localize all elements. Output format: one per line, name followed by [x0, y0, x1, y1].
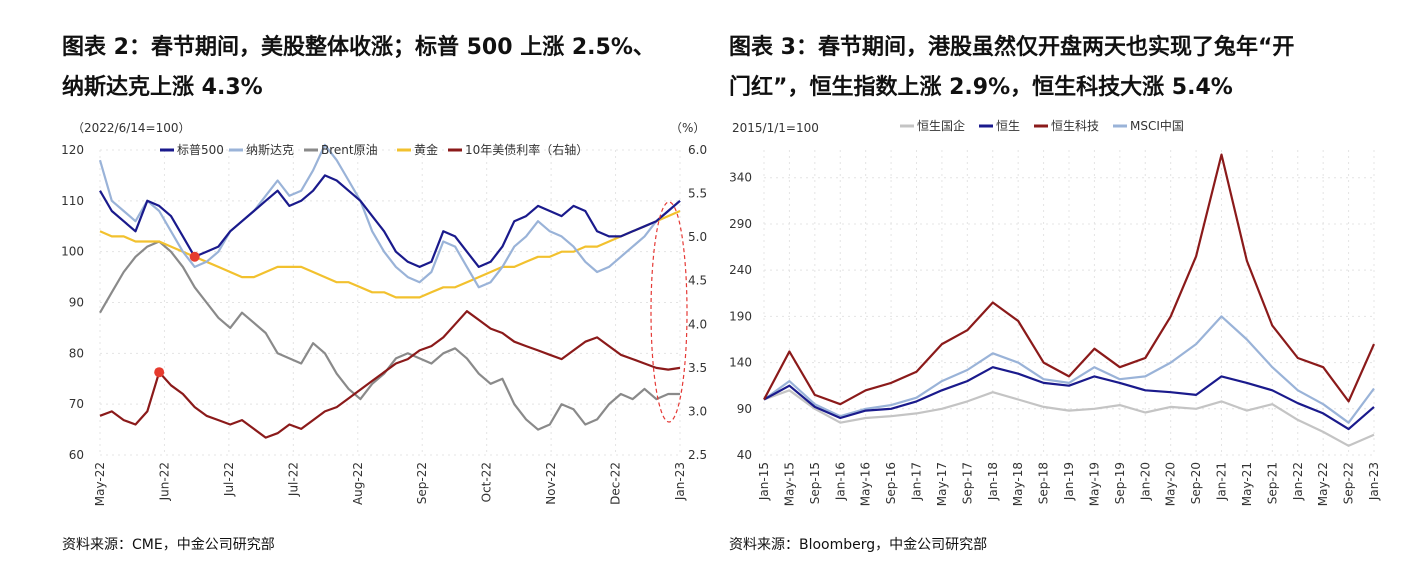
right-xtick-11: Sep-18 — [1037, 462, 1051, 504]
left-xtick-0: May-22 — [93, 462, 107, 506]
left-ytick-2: 80 — [69, 346, 84, 360]
right-xtick-10: May-18 — [1011, 462, 1025, 506]
left-line-chart: （2022/6/14=100） （%） 60 70 80 90 100 110 120 2.5 3.… — [61, 121, 707, 506]
left-series-line-series — [98, 143, 681, 289]
right-line-chart: 2015/1/1=100 40 90 140 190 240 290 340 Jan-15 May… — [729, 118, 1381, 506]
left-ytick-4: 100 — [61, 245, 84, 259]
left-series-line-brent — [99, 240, 680, 431]
left-xtick-4: Aug-22 — [351, 462, 365, 505]
left-panel: 图表 2：春节期间，美股整体收涨；标普 500 上涨 2.5%、 纳斯达克上涨 … — [0, 0, 712, 582]
right-xtick-16: May-20 — [1164, 462, 1178, 506]
left-ytick-3: 90 — [69, 296, 84, 310]
right-ytick-0: 40 — [737, 448, 752, 462]
right-index-note: 2015/1/1=100 — [732, 121, 819, 135]
left-figure-title: 图表 2：春节期间，美股整体收涨；标普 500 上涨 2.5%、 纳斯达克上涨 … — [62, 28, 712, 108]
left-source-note: 资料来源：CME，中金公司研究部 — [62, 537, 275, 553]
right-xtick-19: May-21 — [1240, 462, 1254, 506]
left-ytick-0: 60 — [69, 448, 84, 462]
right-series-line-series — [763, 366, 1375, 431]
right-ytick-3: 190 — [729, 309, 752, 323]
left-y2tick-5: 5.0 — [688, 230, 707, 244]
right-xtick-18: Jan-21 — [1215, 462, 1229, 501]
left-y2tick-6: 5.5 — [688, 187, 707, 201]
right-xtick-7: May-17 — [935, 462, 949, 506]
right-ytick-2: 140 — [729, 356, 752, 370]
left-legend-label-500: 标普500 — [177, 143, 224, 157]
left-right-axis-unit: （%） — [670, 121, 705, 135]
left-y2tick-2: 3.5 — [688, 361, 707, 375]
right-figure-title: 图表 3：春节期间，港股虽然仅开盘两天也实现了兔年“开 门红”，恒生指数上涨 2… — [729, 28, 1419, 108]
left-xtick-5: Sep-22 — [415, 462, 429, 504]
right-xtick-23: Sep-22 — [1342, 462, 1356, 504]
right-series-line-series — [763, 389, 1375, 447]
left-highlight-ellipse — [650, 201, 688, 423]
left-xtick-6: Oct-22 — [480, 462, 494, 502]
right-xtick-20: Sep-21 — [1265, 462, 1279, 504]
right-xtick-1: May-15 — [782, 462, 796, 506]
right-xtick-21: Jan-22 — [1291, 462, 1305, 501]
right-series-line-msci — [763, 315, 1375, 424]
right-xtick-3: Jan-16 — [833, 462, 847, 501]
right-legend-label-series: 恒生科技 — [1051, 119, 1099, 133]
left-legend-label-10: 10年美债利率（右轴） — [465, 142, 588, 157]
right-title-line1: 图表 3：春节期间，港股虽然仅开盘两天也实现了兔年“开 — [729, 35, 1295, 60]
right-xtick-12: Jan-19 — [1062, 462, 1076, 501]
right-xtick-13: May-19 — [1087, 462, 1101, 506]
right-xtick-4: May-16 — [859, 462, 873, 506]
right-xtick-2: Sep-15 — [808, 462, 822, 504]
left-series-line-10 — [99, 310, 681, 439]
left-title-line2: 纳斯达克上涨 4.3% — [62, 75, 263, 100]
right-xtick-24: Jan-23 — [1367, 462, 1381, 501]
left-y2tick-7: 6.0 — [688, 143, 707, 157]
left-index-note: （2022/6/14=100） — [72, 121, 191, 135]
right-xtick-14: Sep-19 — [1113, 462, 1127, 504]
left-legend-label-series: 黄金 — [414, 142, 438, 157]
left-y2tick-3: 4.0 — [688, 317, 707, 331]
left-y2tick-0: 2.5 — [688, 448, 707, 462]
right-ytick-1: 90 — [737, 402, 752, 416]
left-y2tick-1: 3.0 — [688, 404, 707, 418]
left-ytick-5: 110 — [61, 194, 84, 208]
right-legend-label-series: 恒生 — [996, 119, 1020, 133]
right-panel: 图表 3：春节期间，港股虽然仅开盘两天也实现了兔年“开 门红”，恒生指数上涨 2… — [712, 0, 1426, 582]
right-xtick-6: Jan-17 — [910, 462, 924, 501]
right-ytick-4: 240 — [729, 263, 752, 277]
right-source-note: 资料来源：Bloomberg，中金公司研究部 — [729, 537, 988, 553]
left-ytick-6: 120 — [61, 143, 84, 157]
right-legend-label-series: 恒生国企 — [917, 118, 965, 133]
left-ytick-1: 70 — [69, 397, 84, 411]
right-ytick-6: 340 — [729, 171, 752, 185]
left-xtick-2: Jul-22 — [222, 462, 236, 497]
right-xtick-0: Jan-15 — [757, 462, 771, 501]
right-xtick-22: May-22 — [1316, 462, 1330, 506]
left-highlight-marker-0 — [189, 251, 200, 262]
right-xtick-9: Jan-18 — [986, 462, 1000, 501]
left-xtick-1: Jun-22 — [157, 462, 171, 501]
right-legend-label-msci: MSCI中国 — [1130, 118, 1184, 133]
right-ytick-5: 290 — [729, 217, 752, 231]
left-xtick-7: Nov-22 — [544, 462, 558, 505]
left-highlight-marker-1 — [154, 367, 165, 378]
left-legend-label-series: 纳斯达克 — [246, 143, 294, 157]
right-xtick-5: Sep-16 — [884, 462, 898, 504]
left-xtick-3: Jul-22 — [286, 462, 300, 497]
left-title-line1: 图表 2：春节期间，美股整体收涨；标普 500 上涨 2.5%、 — [62, 35, 655, 60]
right-series-line-series — [763, 153, 1376, 406]
left-xtick-9: Jan-23 — [673, 462, 687, 501]
right-xtick-17: Sep-20 — [1189, 462, 1203, 504]
right-xtick-15: Jan-20 — [1138, 462, 1152, 501]
left-y2tick-4: 4.5 — [688, 274, 707, 288]
right-xtick-8: Sep-17 — [960, 462, 974, 504]
right-title-line2: 门红”，恒生指数上涨 2.9%，恒生科技大涨 5.4% — [729, 75, 1233, 100]
left-legend-label-brent: Brent原油 — [321, 143, 378, 157]
left-xtick-8: Dec-22 — [609, 462, 623, 505]
